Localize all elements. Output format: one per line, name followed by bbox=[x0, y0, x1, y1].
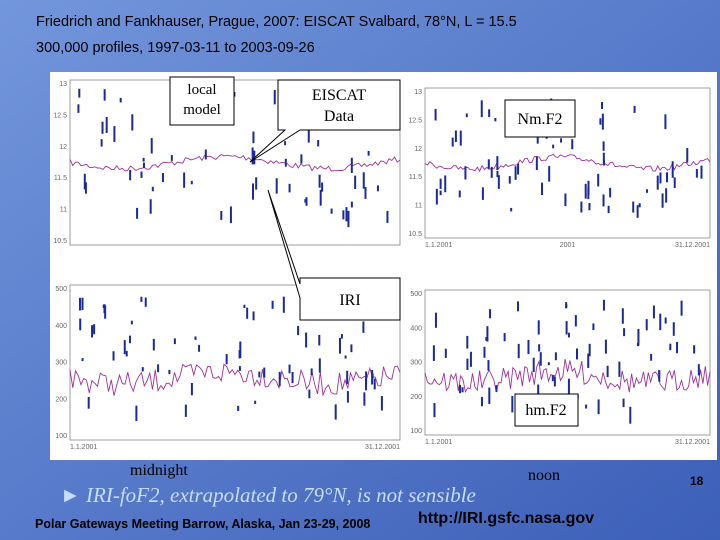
y-tick-label: 12 bbox=[414, 146, 422, 153]
callout-box bbox=[514, 393, 579, 427]
callout-eiscat: EISCAT Data bbox=[249, 79, 401, 163]
y-tick-label: 11 bbox=[60, 207, 67, 214]
y-tick-label: 12.5 bbox=[408, 117, 422, 124]
y-tick-label: 11.5 bbox=[409, 174, 422, 181]
y-tick-label: 200 bbox=[410, 394, 422, 401]
y-tick-label: 300 bbox=[410, 360, 422, 367]
x-tick-label: 1.1.2001 bbox=[70, 444, 97, 451]
callout-text: Nm.F2 bbox=[518, 111, 563, 128]
y-tick-label: 10.5 bbox=[408, 231, 422, 238]
callout-text: IRI bbox=[339, 292, 360, 309]
y-tick-label: 100 bbox=[410, 428, 422, 435]
y-tick-label: 100 bbox=[55, 433, 67, 440]
callout-text: Data bbox=[324, 108, 354, 125]
y-tick-label: 400 bbox=[55, 323, 67, 330]
callout-text: local bbox=[187, 82, 216, 98]
footer: Polar Gateways Meeting Barrow, Alaska, J… bbox=[35, 517, 370, 531]
page-number: 18 bbox=[690, 474, 704, 488]
midnight-label: midnight bbox=[130, 462, 188, 479]
y-tick-label: 12.5 bbox=[53, 112, 67, 119]
callout-text: hm.F2 bbox=[525, 402, 566, 419]
model-curve bbox=[69, 153, 401, 172]
callout-text: model bbox=[183, 102, 221, 118]
model-curve bbox=[69, 363, 401, 397]
url: http://IRI.gsfc.nasa.gov bbox=[418, 510, 594, 527]
callout-box bbox=[267, 189, 401, 321]
callout-iri: IRI bbox=[267, 189, 401, 321]
y-tick-label: 300 bbox=[55, 360, 67, 367]
callout-hmf2: hm.F2 bbox=[514, 393, 579, 427]
y-tick-label: 13 bbox=[59, 81, 67, 88]
x-tick-label: 31.12.2001 bbox=[675, 439, 710, 446]
conclusion: ► IRI-foF2, extrapolated to 79°N, is not… bbox=[60, 483, 476, 507]
callout-nmf2: Nm.F2 bbox=[504, 99, 576, 138]
y-tick-label: 12 bbox=[59, 144, 67, 151]
x-tick-label: 2001 bbox=[560, 242, 576, 249]
y-tick-label: 10.5 bbox=[53, 238, 67, 245]
noon-label: noon bbox=[528, 467, 560, 484]
y-tick-label: 13 bbox=[414, 89, 422, 96]
callout-box bbox=[504, 99, 576, 138]
callout-box bbox=[249, 79, 401, 163]
x-tick-label: 31.12.2001 bbox=[365, 444, 400, 451]
y-tick-label: 11.5 bbox=[54, 175, 67, 182]
y-tick-label: 11 bbox=[415, 203, 422, 210]
y-tick-label: 500 bbox=[55, 286, 67, 293]
y-tick-label: 400 bbox=[410, 325, 422, 332]
x-tick-label: 31.12.2001 bbox=[675, 242, 710, 249]
model-curve bbox=[424, 359, 711, 394]
callout-text: EISCAT bbox=[312, 87, 366, 104]
x-tick-label: 1.1.2001 bbox=[425, 439, 452, 446]
model-curve bbox=[424, 153, 711, 173]
y-tick-label: 200 bbox=[55, 396, 67, 403]
subtitle: 300,000 profiles, 1997-03-11 to 2003-09-… bbox=[36, 40, 315, 56]
x-tick-label: 1.1.2001 bbox=[425, 242, 452, 249]
title: Friedrich and Fankhauser, Prague, 2007: … bbox=[36, 14, 517, 30]
callout-local-model: local model bbox=[169, 76, 235, 126]
callout-box bbox=[169, 76, 235, 126]
y-tick-label: 500 bbox=[410, 291, 422, 298]
